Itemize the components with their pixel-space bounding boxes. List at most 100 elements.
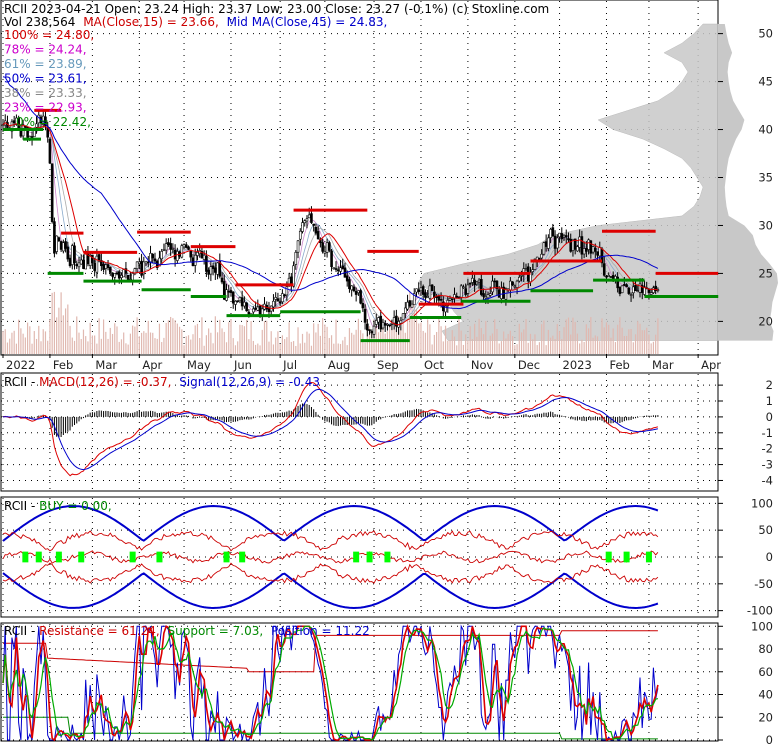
y-tick-label: 100 — [751, 619, 773, 633]
buy-signal-marker — [384, 551, 391, 563]
candle-body — [497, 289, 501, 298]
candle-body — [544, 241, 548, 247]
ma45-line — [2, 76, 659, 310]
buy-signal-markers — [22, 551, 652, 563]
candle-body — [167, 242, 170, 245]
candle-body — [97, 254, 101, 261]
candle-body — [220, 277, 224, 283]
candle-body — [79, 259, 83, 265]
price-axis: 20 25 30 35 40 45 50 — [718, 27, 773, 328]
macd-title: RCII - — [4, 375, 39, 389]
candle-body — [252, 308, 255, 313]
y-tick-label: 0 — [766, 550, 773, 564]
x-tick-label: Dec — [518, 358, 540, 372]
candle-body — [278, 301, 282, 304]
buy-title: RCII - — [4, 499, 39, 513]
candle-body — [95, 255, 99, 273]
candle-body — [254, 308, 257, 310]
buy-signal-marker — [35, 551, 42, 563]
candle-body — [500, 287, 503, 299]
candle-body — [120, 275, 123, 279]
y-tick-label: 25 — [758, 266, 773, 280]
candle-body — [437, 296, 441, 301]
fibonacci-labels: 100% = 24.80,78% = 24.24,61% = 23.89,50%… — [4, 28, 94, 129]
signal-line — [2, 388, 659, 471]
x-tick-label: Feb — [53, 358, 73, 372]
resistance-line — [3, 630, 658, 673]
candle-body — [325, 242, 329, 253]
candle-body — [482, 293, 485, 297]
candle-body — [471, 277, 474, 283]
candle-body — [616, 276, 619, 289]
ma15-line — [2, 122, 658, 326]
candle-body — [596, 251, 599, 256]
candle-body — [138, 261, 141, 265]
candle-body — [562, 235, 566, 238]
candle-body — [108, 266, 112, 273]
fib-label: 23% = 22.93, — [4, 101, 87, 115]
candle-body — [450, 298, 454, 300]
y-tick-label: 80 — [758, 642, 773, 656]
candle-body — [361, 302, 365, 309]
macd-lines — [2, 381, 659, 477]
position-value: Position = 11.22 — [271, 624, 370, 638]
candle-body — [551, 227, 555, 237]
candle-body — [312, 223, 315, 226]
candle-body — [558, 232, 561, 238]
candle-body — [345, 275, 349, 282]
candle-body — [115, 272, 119, 275]
macd-value: MACD(12,26) = -0.37, — [39, 375, 171, 389]
candle-body — [75, 264, 79, 267]
y-tick-label: -1 — [762, 426, 773, 440]
candle-body — [363, 308, 367, 323]
candle-body — [495, 280, 499, 290]
candle-body — [274, 297, 277, 300]
candle-body — [182, 244, 186, 248]
candle-body — [491, 280, 494, 293]
candle-body — [321, 242, 324, 252]
candle-body — [193, 254, 197, 266]
candle-body — [412, 293, 416, 306]
candle-body — [415, 288, 418, 293]
candle-body — [643, 286, 646, 295]
buy-inner-lower — [2, 562, 659, 584]
candle-body — [625, 284, 628, 288]
y-tick-label: 60 — [758, 665, 773, 679]
fan-ma-line — [2, 122, 658, 327]
candle-body — [598, 247, 602, 257]
candle-body — [48, 138, 52, 164]
candle-body — [35, 123, 38, 128]
candle-body — [652, 287, 655, 293]
candle-body — [462, 286, 465, 289]
candle-body — [386, 323, 389, 326]
candle-body — [227, 290, 231, 293]
candle-body — [531, 269, 535, 272]
candle-body — [388, 324, 391, 327]
candle-body — [473, 279, 476, 286]
candle-body — [404, 307, 407, 314]
candle-body — [173, 249, 177, 260]
candle-body — [240, 297, 244, 307]
signal-value: Signal(12,26,9) = -0.43 — [179, 375, 320, 389]
candle-body — [538, 258, 541, 260]
candle-body — [93, 262, 96, 271]
fib-label: 100% = 24.80, — [4, 28, 94, 42]
candle-body — [64, 241, 67, 249]
candle-body — [381, 322, 385, 329]
signal-smoothed-line — [2, 625, 659, 741]
candle-body — [283, 294, 286, 297]
candle-body — [144, 261, 148, 265]
candle-body — [310, 213, 313, 223]
y-tick-label: 50 — [758, 523, 773, 537]
candle-body — [196, 252, 199, 256]
y-tick-label: 0 — [766, 410, 773, 424]
y-tick-label: -4 — [762, 473, 773, 487]
candle-body — [359, 290, 362, 304]
buy-signal-marker — [223, 551, 230, 563]
candle-body — [370, 331, 374, 334]
x-tick-label: Aug — [328, 358, 350, 372]
candle-body — [169, 243, 172, 250]
fib-label: 38% = 23.33, — [4, 86, 87, 100]
position-line — [2, 624, 659, 742]
candle-body — [180, 245, 184, 258]
